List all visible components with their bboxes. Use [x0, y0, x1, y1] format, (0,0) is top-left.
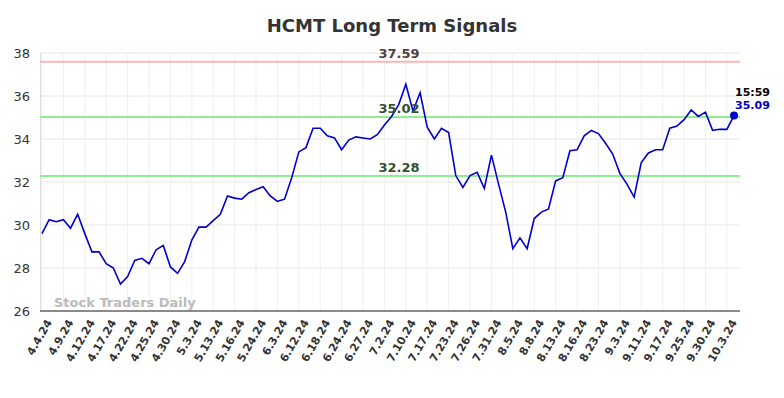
x-grid-line [84, 53, 85, 311]
y-tick: 32 [13, 175, 40, 190]
price-line [42, 84, 734, 284]
chart: HCMT Long Term Signals 26 28 30 32 34 36 38 4.4.… [0, 0, 784, 398]
y-tick-label: 30 [13, 218, 30, 233]
x-tick: 5.24.24 [234, 311, 269, 364]
x-grid-line [191, 53, 192, 311]
last-value-label: 35.09 [735, 99, 770, 112]
time-annotation: 15:59 [735, 86, 770, 99]
x-grid-line [705, 53, 706, 311]
x-grid-line [684, 53, 685, 311]
y-grid-line [40, 182, 740, 183]
x-axis-line [40, 310, 740, 311]
y-tick: 30 [13, 218, 40, 233]
x-grid-line [512, 53, 513, 311]
y-tick-label: 34 [13, 132, 30, 147]
y-tick-label: 36 [13, 89, 30, 104]
x-grid-line [641, 53, 642, 311]
x-grid-line [427, 53, 428, 311]
x-tick-label: 5.24.24 [234, 317, 269, 364]
x-grid-line [63, 53, 64, 311]
x-grid-line [491, 53, 492, 311]
y-grid-line [40, 225, 740, 226]
x-grid-line [256, 53, 257, 311]
x-tick-label: 8.23.24 [577, 317, 612, 364]
y-tick: 38 [13, 46, 40, 61]
x-grid-line [320, 53, 321, 311]
y-tick: 28 [13, 261, 40, 276]
x-grid-line [619, 53, 620, 311]
x-tick-label: 6.27.24 [341, 317, 376, 364]
y-tick: 34 [13, 132, 40, 147]
title: HCMT Long Term Signals [267, 15, 517, 36]
x-grid-line [577, 53, 578, 311]
y-grid-line [40, 96, 740, 97]
x-tick-label: 10.3.24 [705, 317, 740, 364]
x-grid-line [405, 53, 406, 311]
y-tick-label: 26 [13, 304, 30, 319]
reference-label: 32.28 [378, 160, 419, 175]
last-point [730, 112, 738, 120]
x-tick: 7.31.24 [470, 311, 505, 364]
x-grid-line [170, 53, 171, 311]
x-grid-line [384, 53, 385, 311]
x-tick: 8.23.24 [577, 311, 612, 364]
x-grid-line [534, 53, 535, 311]
x-grid-line [341, 53, 342, 311]
x-grid-line [106, 53, 107, 311]
y-tick-label: 32 [13, 175, 30, 190]
y-tick-label: 28 [13, 261, 30, 276]
x-grid-line [363, 53, 364, 311]
y-axis-line [40, 54, 41, 312]
x-tick: 4.30.24 [149, 311, 184, 364]
x-grid-line [726, 53, 727, 311]
x-grid-line [448, 53, 449, 311]
x-grid-line [598, 53, 599, 311]
grid [40, 53, 740, 311]
y-tick-label: 38 [13, 46, 30, 61]
x-grid-line [213, 53, 214, 311]
y-grid-line [40, 311, 740, 312]
y-axis: 26 28 30 32 34 36 38 [13, 46, 40, 319]
x-grid-line [234, 53, 235, 311]
reference-line [40, 175, 740, 177]
reference-line [40, 61, 740, 63]
x-grid-line [149, 53, 150, 311]
x-grid-line [42, 53, 43, 311]
x-tick-label: 7.31.24 [470, 317, 505, 364]
x-tick: 10.3.24 [705, 311, 740, 364]
y-tick: 36 [13, 89, 40, 104]
x-grid-line [277, 53, 278, 311]
x-grid-line [662, 53, 663, 311]
reference-label: 35.02 [378, 101, 419, 116]
x-axis: 4.4.244.9.244.12.244.17.244.22.244.25.24… [24, 311, 740, 364]
x-grid-line [470, 53, 471, 311]
reference-label: 37.59 [378, 46, 419, 61]
y-grid-line [40, 139, 740, 140]
x-tick: 6.27.24 [341, 311, 376, 364]
plot-area [42, 84, 738, 284]
x-grid-line [127, 53, 128, 311]
y-tick: 26 [13, 304, 40, 319]
watermark: Stock Traders Daily [54, 295, 196, 310]
y-grid-line [40, 268, 740, 269]
x-tick-label: 4.30.24 [149, 317, 184, 364]
x-grid-line [298, 53, 299, 311]
